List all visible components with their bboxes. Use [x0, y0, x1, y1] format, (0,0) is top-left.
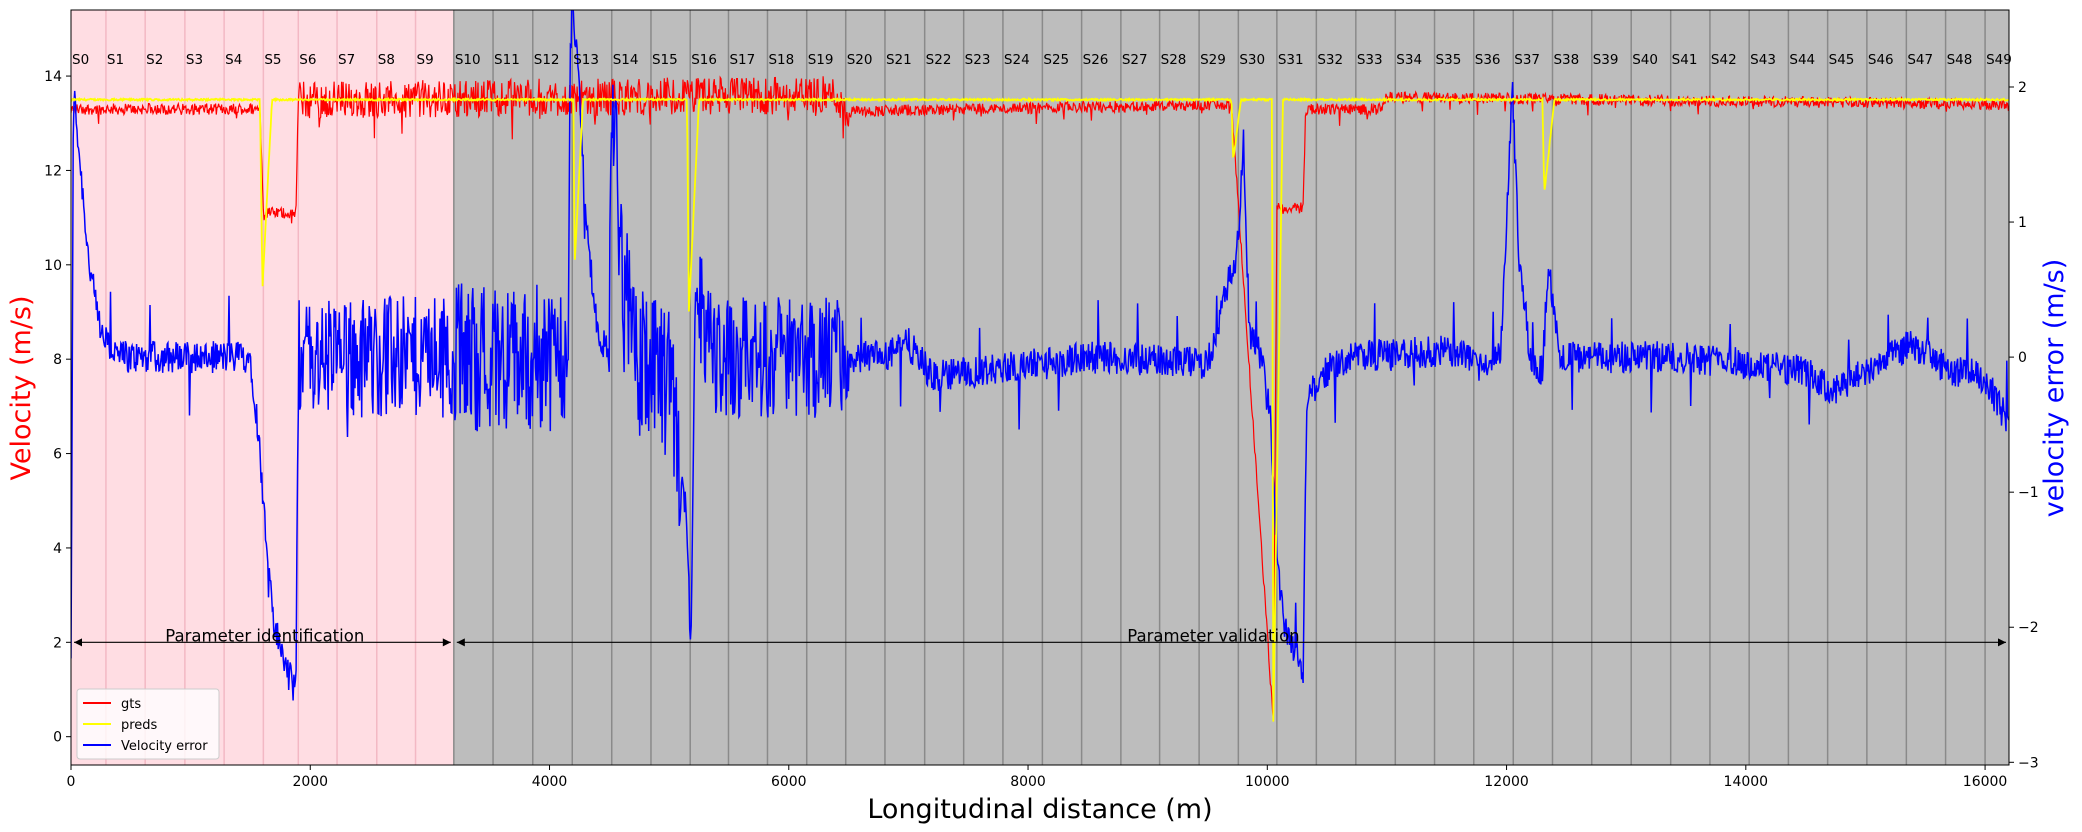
segment-label: S2	[146, 52, 163, 68]
segment-label: S42	[1711, 52, 1737, 68]
y-left-tick-label: 2	[53, 635, 62, 651]
segment-label: S7	[338, 52, 355, 68]
segment-label: S44	[1789, 52, 1815, 68]
y-left-tick-label: 6	[53, 447, 62, 463]
segment-label: S17	[729, 52, 755, 68]
segment-label: S37	[1514, 52, 1540, 68]
segment-label: S20	[847, 52, 873, 68]
segment-label: S3	[186, 52, 203, 68]
segment-label: S27	[1122, 52, 1148, 68]
y-axis-left: 0 2 4 6 8 10 12 14	[44, 69, 71, 746]
annotation-arrowhead-left	[456, 638, 465, 647]
segment-label: S47	[1907, 52, 1933, 68]
y-left-tick-label: 10	[44, 258, 62, 274]
segment-label: S45	[1829, 52, 1855, 68]
annotations: Parameter identification Parameter valida…	[74, 626, 2006, 647]
x-tick-label: 6000	[771, 774, 807, 790]
y-right-tick-label: −3	[2018, 755, 2039, 771]
velocity-error-series-line	[71, 10, 2009, 701]
segment-label: S49	[1986, 52, 2012, 68]
segment-label: S18	[768, 52, 794, 68]
segment-label: S0	[72, 52, 89, 68]
segment-label: S12	[534, 52, 560, 68]
annotation-label: Parameter validation	[1127, 626, 1299, 645]
segment-label: S26	[1083, 52, 1109, 68]
y-right-tick-label: 0	[2018, 350, 2027, 366]
segment-label: S24	[1004, 52, 1030, 68]
series-layer	[71, 10, 2009, 722]
segment-label: S15	[652, 52, 678, 68]
legend-label-error: Velocity error	[121, 739, 208, 754]
segment-label: S30	[1239, 52, 1265, 68]
segment-label: S5	[264, 52, 281, 68]
y-axis-left-label: Velocity (m/s)	[6, 295, 37, 480]
segment-label: S14	[613, 52, 639, 68]
y-right-tick-label: −2	[2018, 620, 2039, 636]
annotation-arrowhead-right	[442, 638, 451, 647]
y-left-tick-label: 8	[53, 352, 62, 368]
x-tick-label: 0	[67, 774, 76, 790]
y-right-tick-label: −1	[2018, 485, 2039, 501]
y-right-tick-label: 1	[2018, 215, 2027, 231]
x-tick-label: 12000	[1484, 774, 1529, 790]
y-axis-right-label: velocity error (m/s)	[2039, 259, 2070, 518]
segment-label: S40	[1632, 52, 1658, 68]
segment-label: S25	[1043, 52, 1069, 68]
segment-label: S48	[1947, 52, 1973, 68]
legend: gts preds Velocity error	[76, 688, 220, 760]
segment-label: S19	[808, 52, 834, 68]
segment-label: S43	[1750, 52, 1776, 68]
segment-label: S8	[378, 52, 395, 68]
segment-label: S31	[1278, 52, 1304, 68]
segment-label: S23	[965, 52, 991, 68]
y-left-tick-label: 0	[53, 730, 62, 746]
segment-label: S22	[926, 52, 952, 68]
x-tick-label: 4000	[532, 774, 568, 790]
plot-frame	[70, 9, 2010, 766]
y-left-tick-label: 4	[53, 541, 62, 557]
x-tick-label: 10000	[1245, 774, 1290, 790]
segment-label: S10	[455, 52, 481, 68]
legend-box	[76, 688, 220, 760]
preds-series-line	[71, 95, 2009, 722]
annotation-label: Parameter identification	[165, 626, 364, 645]
segment-label: S16	[691, 52, 717, 68]
y-axis-right: −3 −2 −1 0 1 2	[2009, 80, 2039, 771]
x-tick-label: 8000	[1010, 774, 1046, 790]
segment-label: S35	[1436, 52, 1462, 68]
segment-label: S28	[1161, 52, 1187, 68]
segment-label: S33	[1357, 52, 1383, 68]
segment-label: S36	[1475, 52, 1501, 68]
segment-label: S32	[1317, 52, 1343, 68]
x-tick-label: 16000	[1963, 774, 2008, 790]
y-right-tick-label: 2	[2018, 80, 2027, 96]
segment-label: S46	[1868, 52, 1894, 68]
segment-label: S34	[1396, 52, 1422, 68]
segment-label: S41	[1672, 52, 1698, 68]
x-tick-label: 2000	[292, 774, 328, 790]
identification-region	[71, 10, 454, 765]
segment-label: S29	[1200, 52, 1226, 68]
segment-label: S1	[107, 52, 124, 68]
y-left-tick-label: 12	[44, 163, 62, 179]
segment-label: S21	[886, 52, 912, 68]
segment-label: S9	[417, 52, 434, 68]
legend-label-preds: preds	[121, 718, 158, 733]
segment-label: S4	[225, 52, 242, 68]
segment-label: S6	[299, 52, 316, 68]
segment-label: S11	[494, 52, 520, 68]
y-left-tick-label: 14	[44, 69, 62, 85]
annotation-arrowhead-right	[1998, 638, 2006, 647]
x-axis: 0 2000 4000 6000 8000 10000 12000 14000 16000	[67, 765, 2008, 790]
annotation-arrowhead-left	[74, 638, 82, 647]
gts-series-line	[71, 75, 2009, 718]
segment-label: S39	[1593, 52, 1619, 68]
x-tick-label: 14000	[1724, 774, 1769, 790]
segment-label: S38	[1553, 52, 1579, 68]
segment-label: S13	[573, 52, 599, 68]
segment-labels: S0 S1 S2 S3 S4 S5 S6 S7 S8 S9 S10 S11 S12 S13 S14 S15 S1…	[72, 52, 2012, 68]
legend-label-gts: gts	[121, 697, 141, 712]
x-axis-label: Longitudinal distance (m)	[867, 794, 1212, 825]
